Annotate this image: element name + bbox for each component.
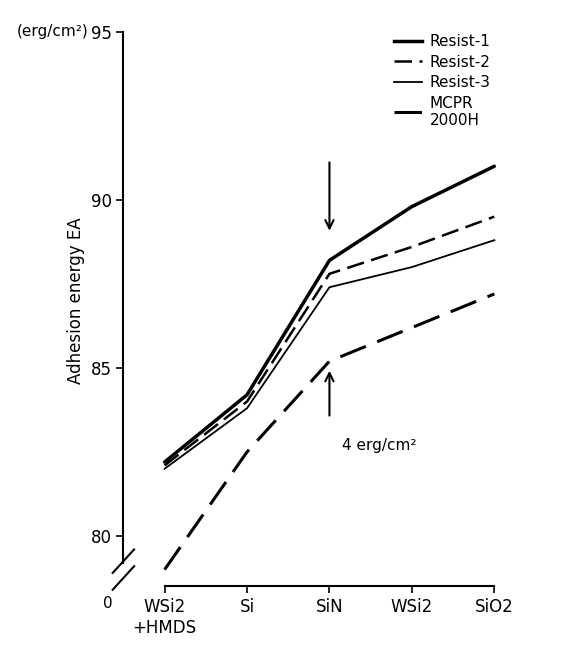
- Text: 4 erg/cm²: 4 erg/cm²: [342, 437, 416, 452]
- Legend: Resist-1, Resist-2, Resist-3, MCPR
2000H: Resist-1, Resist-2, Resist-3, MCPR 2000H: [388, 28, 497, 134]
- Text: (erg/cm²): (erg/cm²): [17, 23, 88, 38]
- Y-axis label: Adhesion energy EA: Adhesion energy EA: [67, 217, 85, 384]
- Text: 0: 0: [103, 597, 113, 612]
